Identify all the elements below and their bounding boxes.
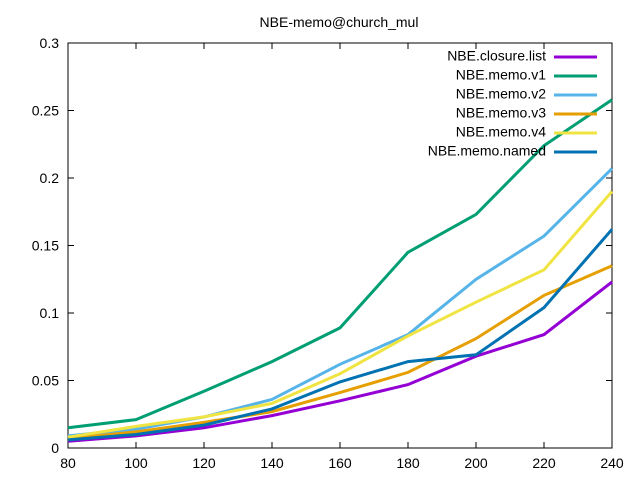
y-tick-label: 0.2 [40,170,60,186]
x-tick-label: 120 [192,455,216,471]
series-line-nbe-memo-v2 [67,167,614,438]
y-tick-label: 0.3 [40,35,60,51]
x-tick-label: 80 [60,455,76,471]
chart-title: NBE-memo@church_mul [260,14,419,30]
x-tick-label: 160 [328,455,352,471]
series-line-nbe-memo-v3 [67,264,613,441]
legend-label: NBE.closure.list [447,48,546,64]
series-lines [67,98,614,443]
x-tick-label: 140 [260,455,284,471]
y-tick-label: 0.15 [32,238,59,254]
series-line-nbe-memo-v1 [67,98,613,430]
series-line-nbe-closure-list [67,280,613,443]
x-tick-label: 220 [532,455,556,471]
y-axis-ticks: 0 0.05 0.1 0.15 0.2 0.25 0.3 [32,35,612,456]
x-tick-label: 180 [396,455,420,471]
legend-label: NBE.memo.v4 [456,124,546,140]
x-tick-label: 200 [464,455,488,471]
y-tick-label: 0 [51,440,59,456]
legend-label: NBE.memo.v2 [456,86,546,102]
legend-label: NBE.memo.v1 [456,67,546,83]
series-line-nbe-memo-named [67,228,614,442]
x-tick-label: 100 [124,455,148,471]
y-tick-label: 0.05 [32,373,59,389]
x-axis-ticks: 80 100 120 140 160 180 200 220 240 [60,43,624,471]
series-line-nbe-memo-v4 [67,190,614,439]
legend-label: NBE.memo.named [428,143,546,159]
y-tick-label: 0.1 [40,305,60,321]
legend: NBE.closure.list NBE.memo.v1 NBE.memo.v2 NB… [428,48,597,159]
legend-label: NBE.memo.v3 [456,105,546,121]
y-tick-label: 0.25 [32,103,59,119]
x-tick-label: 240 [600,455,624,471]
